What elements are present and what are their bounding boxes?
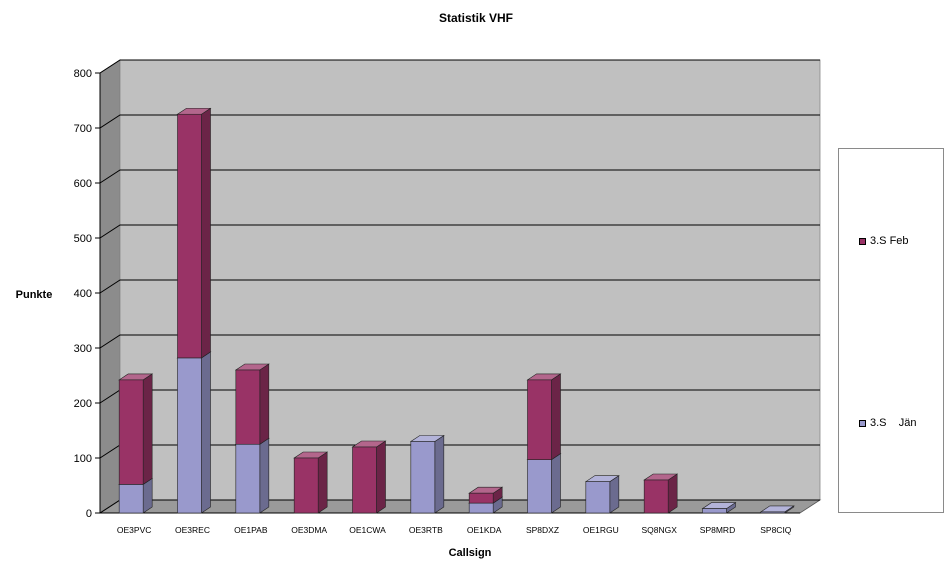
x-tick-label: OE3DMA [291, 525, 327, 535]
x-tick-labels: OE3PVC OE3REC OE1PAB OE3DMA OE1CWA OE3RTB OE1K… [117, 525, 792, 535]
legend-swatch-jan [859, 419, 866, 427]
x-tick-label: OE1RGU [583, 525, 619, 535]
legend-label-feb: 3.S Feb [870, 235, 909, 247]
bar-OE1CWA-series-1 [351, 440, 387, 514]
y-tick-label: 0 [86, 508, 92, 520]
y-tick-label: 600 [74, 178, 92, 190]
y-tick-labels: 0 100 200 300 400 500 600 700 800 [74, 68, 92, 520]
x-tick-label: OE1KDA [467, 525, 502, 535]
bar-OE3DMA-series-1 [293, 451, 329, 514]
y-tick-label: 100 [74, 453, 92, 465]
gridline [99, 334, 820, 349]
legend-swatch-feb [859, 237, 866, 245]
gridline [99, 279, 820, 294]
legend: 3.S Feb 3.S Jän [838, 148, 944, 513]
y-tick-label: 500 [74, 233, 92, 245]
y-tick-label: 700 [74, 123, 92, 135]
gridline [99, 224, 820, 239]
bar-OE1PAB-series-0 [234, 437, 270, 514]
y-axis-label: Punkte [16, 289, 53, 301]
x-tick-label: OE1CWA [349, 525, 386, 535]
bar-OE1RGU-series-0 [584, 475, 620, 514]
y-tick-label: 200 [74, 398, 92, 410]
bars [118, 107, 795, 514]
x-axis-label: Callsign [449, 547, 492, 559]
x-tick-label: SP8MRD [700, 525, 735, 535]
gridline [99, 169, 820, 184]
x-tick-label: SP8CIQ [760, 525, 792, 535]
x-tick-label: SP8DXZ [526, 525, 559, 535]
x-tick-label: SQ8NGX [641, 525, 677, 535]
bar-SP8DXZ-series-0 [526, 453, 562, 514]
legend-item-jan: 3.S Jän [859, 417, 916, 429]
y-tick-label: 300 [74, 343, 92, 355]
bar-SQ8NGX-series-1 [643, 473, 679, 514]
bar-OE1KDA-series-1 [468, 486, 504, 504]
x-tick-label: OE1PAB [234, 525, 268, 535]
bar-OE1PAB-series-1 [234, 363, 270, 445]
x-tick-label: OE3RTB [409, 525, 443, 535]
legend-label-jan: 3.S Jän [870, 417, 917, 429]
bar-SP8DXZ-series-1 [526, 373, 562, 461]
bar-OE3REC-series-1 [176, 107, 212, 359]
x-tick-label: OE3REC [175, 525, 210, 535]
gridline [99, 114, 820, 129]
bar-SP8CIQ-series-0 [759, 505, 795, 514]
bar-OE3PVC-series-1 [118, 373, 154, 485]
legend-item-feb: 3.S Feb [859, 235, 909, 247]
bar-SP8MRD-series-0 [701, 502, 737, 514]
x-tick-label: OE3PVC [117, 525, 152, 535]
bar-OE3RTB-series-0 [409, 434, 445, 514]
y-tick-label: 800 [74, 68, 92, 80]
chart-title: Statistik VHF [439, 11, 513, 25]
y-tick-label: 400 [74, 288, 92, 300]
bar-OE3REC-series-0 [176, 351, 212, 514]
gridline [99, 59, 820, 74]
